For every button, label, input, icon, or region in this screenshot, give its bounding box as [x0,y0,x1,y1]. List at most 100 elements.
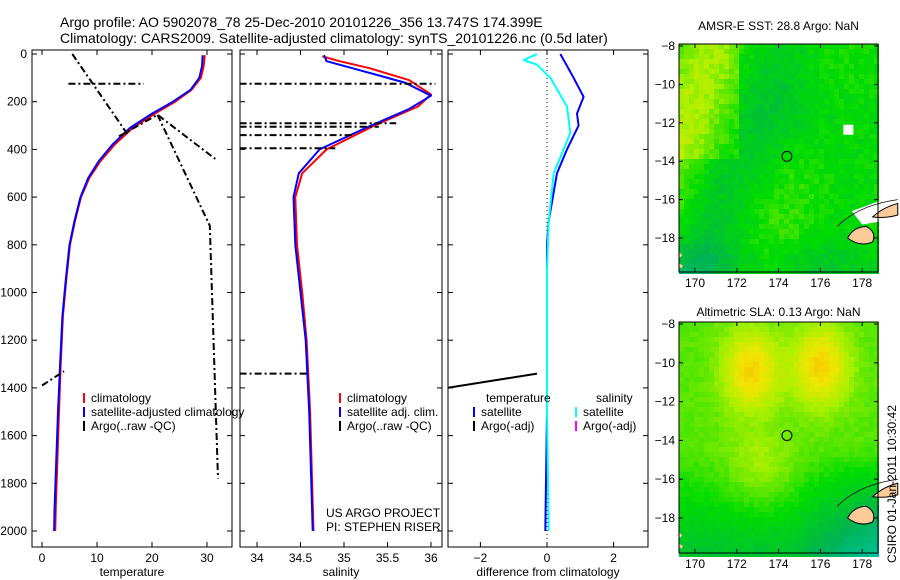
map-cell [844,547,849,552]
map-cell [774,224,779,229]
map-cell [759,64,764,69]
map-cell [784,542,789,547]
map-cell [694,387,699,392]
map-cell [864,462,869,467]
map-cell [819,342,824,347]
map-cell [859,74,864,79]
map-cell [774,229,779,234]
map-cell [679,239,684,244]
map-cell [839,412,844,417]
map-cell [744,209,749,214]
map-cell [764,427,769,432]
map-cell [874,327,879,332]
map-cell [764,234,769,239]
map-cell [819,44,824,49]
map-cell [869,527,874,532]
map-cell [689,462,694,467]
map-cell [724,522,729,527]
map-cell [814,244,819,249]
map-cell [679,49,684,54]
map-cell [729,372,734,377]
map-cell [739,432,744,437]
map-cell [814,214,819,219]
map-cell [709,74,714,79]
map-cell [684,124,689,129]
map-cell [749,462,754,467]
map-cell [684,59,689,64]
map-cell [809,397,814,402]
map-cell [834,482,839,487]
map-cell [784,527,789,532]
map-cell [784,502,789,507]
map-cell [829,134,834,139]
map-cell [709,109,714,114]
map-cell [704,164,709,169]
map-cell [784,49,789,54]
map-cell [734,377,739,382]
map-cell [684,134,689,139]
map-cell [754,392,759,397]
map-cell [794,244,799,249]
map-cell [864,54,869,59]
map-cell [684,79,689,84]
map-cell [859,139,864,144]
map-cell [774,149,779,154]
map-cell [819,422,824,427]
map-cell [764,377,769,382]
map-cell [809,239,814,244]
x-axis-label: temperature [100,565,165,579]
map-cell [784,94,789,99]
map-cell [829,452,834,457]
map-cell [799,264,804,269]
map-cell [734,49,739,54]
map-cell [699,532,704,537]
map-cell [734,397,739,402]
map-cell [724,109,729,114]
map-cell [744,139,749,144]
map-cell [704,322,709,327]
map-cell [734,209,739,214]
map-cell [689,322,694,327]
map-cell [704,517,709,522]
map-cell [689,362,694,367]
map-cell [734,487,739,492]
map-cell [679,64,684,69]
map-cell [839,134,844,139]
map-cell [734,59,739,64]
map-cell [744,397,749,402]
map-cell [834,552,839,557]
map-cell [769,229,774,234]
map-cell [834,422,839,427]
map-cell [869,74,874,79]
map-cell [689,397,694,402]
map-cell [739,179,744,184]
map-cell [679,472,684,477]
map-cell [789,417,794,422]
map-cell [684,467,689,472]
map-cell [804,412,809,417]
map-cell [679,507,684,512]
map-cell [714,517,719,522]
map-cell [744,49,749,54]
map-cell [809,452,814,457]
map-cell [699,79,704,84]
map-cell [684,502,689,507]
map-cell [869,462,874,467]
map-cell [804,442,809,447]
map-cell [744,154,749,159]
map-cell [779,234,784,239]
map-cell [764,382,769,387]
map-cell [774,352,779,357]
map-cell [739,517,744,522]
map-cell [804,59,809,64]
map-cell [819,447,824,452]
map-cell [824,482,829,487]
map-cell [709,542,714,547]
map-cell [869,44,874,49]
map-cell [729,462,734,467]
map-cell [784,492,789,497]
map-cell [764,129,769,134]
map-cell [739,244,744,249]
map-cell [774,189,779,194]
map-cell [679,362,684,367]
